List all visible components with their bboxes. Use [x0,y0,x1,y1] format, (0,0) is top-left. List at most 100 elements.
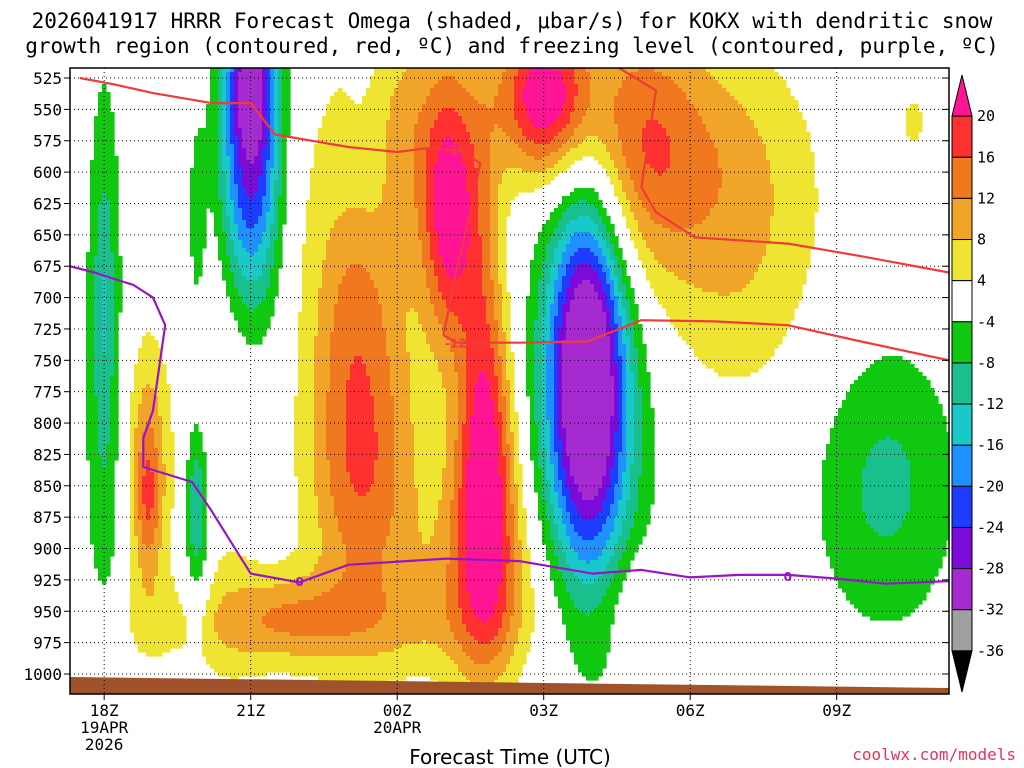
omega-cell [270,172,275,177]
omega-cell [246,264,251,269]
omega-cell [134,536,139,541]
omega-cell [298,472,303,477]
omega-cell [330,164,335,169]
omega-cell [326,300,331,305]
omega-cell [326,132,331,137]
omega-cell [162,628,167,633]
omega-cell [314,656,319,661]
omega-cell [134,492,139,497]
omega-cell [150,376,155,381]
omega-cell [286,572,291,577]
omega-cell [274,608,279,613]
omega-cell [94,408,99,413]
omega-cell [238,220,243,225]
omega-cell [266,100,271,105]
omega-cell [290,668,295,673]
omega-cell [318,520,323,525]
omega-cell [222,164,227,169]
omega-cell [254,80,259,85]
omega-cell [278,200,283,205]
omega-cell [318,372,323,377]
omega-cell [146,496,151,501]
omega-cell [286,80,291,85]
omega-cell [330,636,335,641]
omega-cell [250,176,255,181]
omega-cell [326,484,331,489]
omega-cell [234,576,239,581]
omega-cell [106,552,111,557]
omega-cell [230,76,235,81]
omega-cell [246,208,251,213]
omega-cell [326,468,331,473]
omega-cell [326,488,331,493]
omega-cell [314,344,319,349]
omega-cell [198,212,203,217]
omega-cell [330,548,335,553]
omega-cell [214,184,219,189]
omega-cell [274,240,279,245]
omega-cell [106,540,111,545]
omega-cell [254,92,259,97]
omega-cell [258,604,263,609]
omega-cell [298,424,303,429]
omega-cell [298,392,303,397]
omega-cell [98,480,103,485]
omega-cell [270,248,275,253]
omega-cell [322,432,327,437]
omega-cell [270,592,275,597]
omega-cell [114,184,119,189]
omega-cell [326,384,331,389]
omega-cell [146,368,151,373]
omega-cell [102,220,107,225]
omega-cell [218,588,223,593]
omega-cell [302,388,307,393]
omega-cell [282,68,287,73]
omega-cell [330,508,335,513]
omega-cell [318,200,323,205]
omega-cell [106,452,111,457]
omega-cell [258,340,263,345]
omega-cell [250,220,255,225]
omega-cell [310,464,315,469]
omega-cell [134,640,139,645]
omega-cell [230,180,235,185]
omega-cell [310,424,315,429]
omega-cell [262,608,267,613]
omega-cell [158,508,163,513]
omega-cell [238,244,243,249]
omega-cell [238,304,243,309]
omega-cell [106,304,111,309]
omega-cell [130,468,135,473]
omega-cell [110,264,115,269]
omega-cell [326,204,331,209]
omega-cell [218,88,223,93]
omega-cell [326,516,331,521]
omega-cell [98,100,103,105]
omega-cell [114,188,119,193]
omega-cell [306,396,311,401]
omega-cell [306,268,311,273]
omega-cell [242,568,247,573]
omega-cell [310,408,315,413]
omega-cell [98,268,103,273]
omega-cell [258,228,263,233]
omega-cell [298,388,303,393]
omega-cell [150,444,155,449]
omega-cell [294,572,299,577]
omega-cell [262,164,267,169]
omega-cell [262,604,267,609]
omega-cell [154,488,159,493]
omega-cell [302,404,307,409]
omega-cell [238,188,243,193]
omega-cell [266,232,271,237]
omega-cell [298,624,303,629]
omega-cell [130,628,135,633]
omega-cell [250,576,255,581]
omega-cell [286,112,291,117]
omega-cell [218,92,223,97]
omega-cell [302,344,307,349]
omega-cell [154,492,159,497]
omega-cell [106,472,111,477]
omega-cell [318,624,323,629]
omega-cell [314,400,319,405]
